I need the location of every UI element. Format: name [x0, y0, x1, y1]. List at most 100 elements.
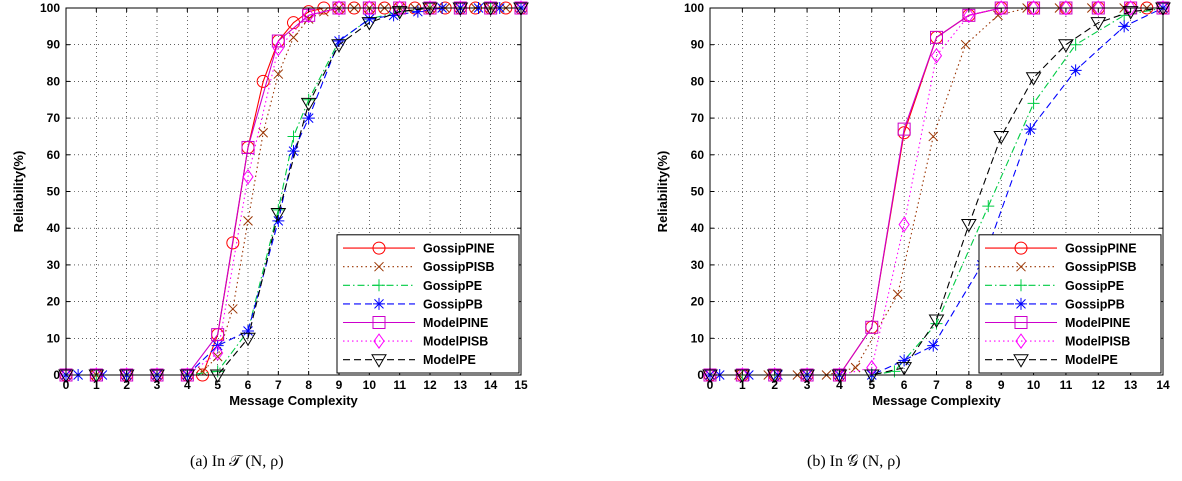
caption-b: (b) In 𝒢 (N, ρ): [807, 453, 901, 470]
data-point: [272, 40, 284, 57]
data-point: [361, 17, 378, 31]
legend-label: GossipPISB: [423, 260, 495, 274]
y-tick-label: 50: [47, 185, 61, 199]
data-point: [387, 9, 400, 22]
chart-a: 0 1 2 3 4 5 6 7 8 9 10 11 12 13 14 15010203040506070809…: [11, 0, 529, 408]
data-point: [1125, 0, 1137, 16]
data-point: [898, 354, 911, 367]
y-tick-label: 80: [691, 74, 705, 88]
data-point: [209, 369, 226, 383]
y-tick-label: 20: [691, 295, 705, 309]
data-point: [1069, 38, 1082, 51]
data-point: [865, 320, 879, 334]
legend-marker: [1014, 241, 1028, 255]
y-tick-label: 70: [47, 111, 61, 125]
x-tick-label: 0: [707, 378, 714, 392]
data-point: [928, 131, 939, 142]
data-point: [118, 369, 135, 383]
x-tick-label: 3: [804, 378, 811, 392]
x-tick-label: 5: [214, 378, 221, 392]
data-point: [287, 145, 300, 158]
legend-item: ModelPE: [985, 353, 1118, 368]
legend-item: ModelPINE: [985, 316, 1130, 330]
legend-item: GossipPB: [985, 297, 1125, 311]
data-point: [288, 32, 299, 43]
data-point: [1090, 17, 1107, 31]
series-ModelPE: [58, 2, 529, 383]
legend-marker: [373, 279, 385, 292]
x-tick-label: 4: [836, 378, 843, 392]
data-point: [88, 369, 105, 383]
legend-marker: [373, 333, 385, 349]
x-tick-label: 15: [514, 378, 528, 392]
x-tick-label: 3: [154, 378, 161, 392]
legend-label: GossipPE: [1065, 279, 1124, 293]
legend-label: ModelPINE: [1065, 316, 1130, 330]
legend-label: GossipPISB: [1065, 260, 1137, 274]
data-point: [1060, 0, 1072, 16]
data-point: [1118, 20, 1131, 33]
x-tick-label: 2: [123, 378, 130, 392]
data-point: [270, 208, 287, 222]
x-tick-label: 10: [363, 378, 377, 392]
data-point: [892, 289, 903, 300]
data-point: [240, 332, 256, 347]
y-tick-label: 10: [47, 331, 61, 345]
data-point: [302, 112, 315, 125]
x-tick-label: 6: [245, 378, 252, 392]
data-point: [734, 369, 751, 383]
y-tick-label: 0: [53, 368, 60, 382]
legend-marker: [372, 316, 386, 329]
legend-item: GossipPE: [985, 279, 1124, 293]
legend-marker: [374, 261, 384, 272]
legend-item: ModelPISB: [343, 333, 488, 349]
data-point: [211, 328, 225, 342]
data-point: [273, 69, 284, 79]
data-point: [898, 216, 910, 233]
data-point: [930, 47, 943, 64]
data-point: [1027, 0, 1040, 16]
x-tick-label: 11: [393, 378, 406, 392]
x-tick-label: 13: [1124, 378, 1138, 392]
y-tick-label: 10: [691, 331, 705, 345]
data-point: [863, 369, 880, 383]
data-point: [363, 0, 375, 16]
legend-label: ModelPISB: [1065, 335, 1130, 349]
x-tick-label: 10: [1027, 378, 1041, 392]
legend-marker: [1015, 333, 1027, 349]
data-point: [243, 216, 253, 226]
x-tick-label: 4: [184, 378, 191, 392]
legend-item: GossipPISB: [985, 260, 1137, 274]
data-point: [513, 2, 529, 16]
y-tick-label: 0: [697, 368, 704, 382]
data-point: [271, 34, 285, 48]
x-tick-label: 5: [868, 378, 875, 392]
series-line: [710, 7, 1164, 376]
legend-item: GossipPE: [343, 279, 482, 293]
series-line: [710, 7, 1164, 376]
legend-marker: [371, 354, 387, 368]
data-point: [1024, 123, 1037, 136]
x-tick-label: 7: [275, 378, 282, 392]
x-tick-label: 0: [63, 378, 70, 392]
y-tick-label: 100: [684, 1, 704, 15]
data-point: [394, 0, 406, 16]
x-tick-label: 14: [484, 378, 498, 392]
legend-item: ModelPE: [343, 353, 476, 368]
y-tick-label: 80: [47, 74, 61, 88]
data-point: [766, 369, 783, 383]
chart-b: 0 1 2 3 4 5 6 7 8 9 10 11 12 13 1401020304050607080901…: [655, 0, 1171, 408]
data-point: [927, 339, 940, 352]
data-point: [831, 369, 848, 383]
data-point: [197, 366, 208, 377]
x-tick-label: 9: [998, 378, 1005, 392]
y-tick-label: 90: [47, 38, 61, 52]
x-tick-label: 1: [739, 378, 746, 392]
x-tick-label: 7: [933, 378, 940, 392]
data-point: [212, 351, 223, 362]
data-point: [333, 35, 345, 48]
legend-label: GossipPINE: [1065, 242, 1137, 256]
legend-item: GossipPISB: [343, 260, 495, 274]
data-point: [482, 2, 499, 16]
